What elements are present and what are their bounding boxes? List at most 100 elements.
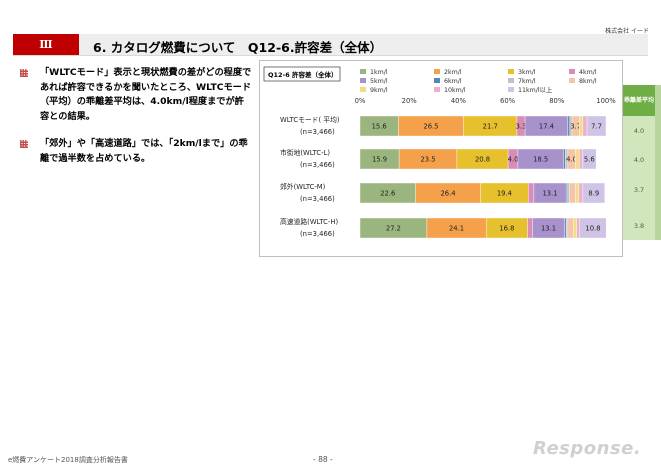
data-label: 24.1 <box>449 225 464 233</box>
legend-swatch <box>434 87 440 92</box>
average-column-edge <box>655 85 661 240</box>
x-tick-label: 40% <box>451 97 467 105</box>
legend-swatch <box>360 87 366 92</box>
data-label: 18.5 <box>533 156 548 164</box>
bullet-item: 「WLTCモード」表示と現状燃費の差がどの程度であれば許容できるかを聞いたところ… <box>20 66 252 124</box>
legend-label: 4km/l <box>579 69 597 76</box>
bar-segment <box>576 217 580 239</box>
data-label: 17.4 <box>539 123 554 131</box>
bar-segment <box>586 115 607 137</box>
bar-segment <box>565 217 569 239</box>
page-title: 6. カタログ燃費について Q12-6.許容差（全体） <box>93 40 383 55</box>
bullet-text: 「郊外」や「高速道路」では、「2km/lまで」の乖離で過半数を占めている。 <box>40 138 248 164</box>
category-labels: WLTCモード( 平均) (n=3,466) 市街地(WLTC-L) (n=3,466… <box>280 115 340 238</box>
x-tick-label: 0% <box>355 97 366 105</box>
bar-segment <box>578 115 584 137</box>
legend-label: 1km/l <box>370 69 388 76</box>
legend-label: 10km/l <box>444 87 466 94</box>
data-label: 8.9 <box>588 190 599 198</box>
data-label: 7.7 <box>591 123 602 131</box>
bar-segment <box>565 182 568 204</box>
data-label: 20.8 <box>475 156 490 164</box>
category-n-label: (n=3,466) <box>300 128 335 136</box>
chart-legend: 1km/l 2km/l 3km/l 4km/l 5km/l 6km/l 7km/l 8km/l… <box>360 69 597 94</box>
data-label: 5.6 <box>584 156 595 164</box>
response-logo: Response. <box>533 438 642 459</box>
legend-label: 3km/l <box>518 69 536 76</box>
bar-segment <box>582 148 597 170</box>
legend-swatch <box>360 69 366 74</box>
legend-swatch <box>508 69 514 74</box>
legend-label: 5km/l <box>370 78 388 85</box>
data-label: 21.7 <box>483 123 498 131</box>
bar-segment <box>582 115 588 137</box>
data-label: 15.6 <box>372 123 387 131</box>
data-label: 26.5 <box>423 123 438 131</box>
data-label: 22.6 <box>380 190 395 198</box>
bar-segment <box>569 182 576 204</box>
stacked-bar-chart: Q12-6 許容差（全体） 1km/l 2km/l 3km/l 4km/l 5km/l 6… <box>263 66 617 239</box>
legend-swatch <box>360 78 366 83</box>
data-label: 26.4 <box>440 190 455 198</box>
category-n-label: (n=3,466) <box>300 230 335 238</box>
bars: 15.6 26.5 21.7 3.3 17.4 3.7 7.7 15.9 23.5 20.8 4.0… <box>359 115 607 239</box>
bullet-item: 「郊外」や「高速道路」では、「2km/lまで」の乖離で過半数を占めている。 <box>20 137 252 166</box>
bullet-icon <box>20 140 28 148</box>
bullet-icon <box>20 69 28 77</box>
bar-segment <box>579 217 607 239</box>
data-label: 23.5 <box>420 156 435 164</box>
x-axis: 0% 20% 40% 60% 80% 100% <box>355 97 617 105</box>
legend-swatch <box>434 69 440 74</box>
category-label: 市街地(WLTC-L) <box>280 148 330 157</box>
legend-label: 6km/l <box>444 78 462 85</box>
data-label: 16.8 <box>499 225 514 233</box>
bar-segment <box>528 182 535 204</box>
bar-segment <box>564 217 567 239</box>
average-value: 3.7 <box>633 186 645 194</box>
category-label: 郊外(WLTC-M) <box>280 182 326 191</box>
bar-segment <box>567 217 574 239</box>
data-label: 3.7 <box>570 123 581 131</box>
category-label: 高速道路(WLTC-H) <box>280 217 338 226</box>
bar-segment <box>567 182 570 204</box>
category-label: WLTCモード( 平均) <box>280 115 340 124</box>
chart-frame: Q12-6 許容差（全体） 1km/l 2km/l 3km/l 4km/l 5km/l 6… <box>259 60 623 257</box>
legend-swatch <box>434 78 440 83</box>
category-n-label: (n=3,466) <box>300 161 335 169</box>
data-label: 10.8 <box>585 225 600 233</box>
data-label: 13.1 <box>542 190 557 198</box>
legend-swatch <box>508 87 514 92</box>
average-column-header: 乖離差平均 <box>623 85 655 116</box>
x-tick-label: 80% <box>549 97 565 105</box>
bullet-text: 「WLTCモード」表示と現状燃費の差がどの程度であれば許容できるかを聞いたところ… <box>40 67 252 122</box>
data-label: 13.1 <box>541 225 556 233</box>
legend-swatch <box>569 78 575 83</box>
x-tick-label: 60% <box>500 97 516 105</box>
page-number: - 88 - <box>313 455 333 464</box>
data-label: 4.0 <box>566 156 577 164</box>
legend-label: 9km/l <box>370 87 388 94</box>
data-label: 15.9 <box>372 156 387 164</box>
average-value: 4.0 <box>633 156 645 164</box>
average-value: 3.8 <box>633 222 645 230</box>
bar-segment <box>573 217 577 239</box>
x-tick-label: 100% <box>596 97 616 105</box>
average-value: 4.0 <box>633 127 645 135</box>
bar-segment <box>575 182 580 204</box>
bar-segment <box>527 217 533 239</box>
data-label: 4.0 <box>508 156 519 164</box>
category-n-label: (n=3,466) <box>300 195 335 203</box>
legend-label: 8km/l <box>579 78 597 85</box>
x-tick-label: 20% <box>402 97 418 105</box>
bar-segment <box>578 148 583 170</box>
data-label: 27.2 <box>386 225 401 233</box>
bar-segment <box>582 182 605 204</box>
data-label: 3.3 <box>516 123 527 131</box>
legend-swatch <box>569 69 575 74</box>
section-header: Ⅲ 6. カタログ燃費について Q12-6.許容差（全体） <box>13 34 648 56</box>
legend-swatch <box>508 78 514 83</box>
chart-title-box <box>263 66 341 82</box>
bar-segment <box>578 182 584 204</box>
company-name: 株式会社 イード <box>605 28 649 35</box>
section-number: Ⅲ <box>13 34 79 55</box>
